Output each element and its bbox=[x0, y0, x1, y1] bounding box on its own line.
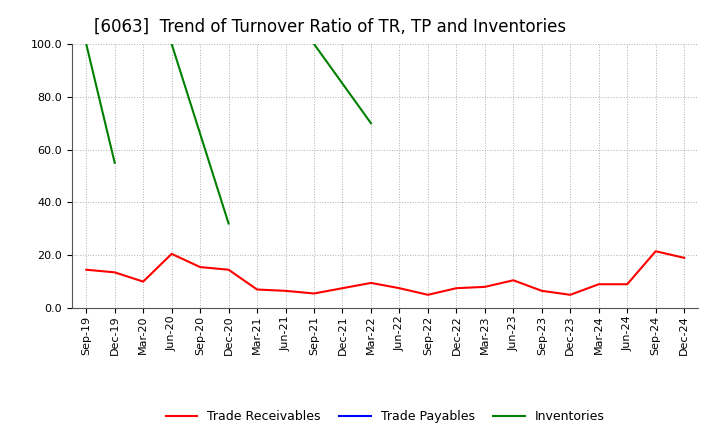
Trade Receivables bbox=[652, 249, 660, 254]
Legend: Trade Receivables, Trade Payables, Inventories: Trade Receivables, Trade Payables, Inven… bbox=[161, 406, 610, 429]
Trade Receivables bbox=[452, 286, 461, 291]
Trade Receivables bbox=[537, 288, 546, 293]
Trade Receivables bbox=[310, 291, 318, 296]
Text: [6063]  Trend of Turnover Ratio of TR, TP and Inventories: [6063] Trend of Turnover Ratio of TR, TP… bbox=[94, 18, 566, 36]
Trade Receivables bbox=[680, 255, 688, 260]
Trade Receivables bbox=[110, 270, 119, 275]
Trade Receivables bbox=[282, 288, 290, 293]
Inventories bbox=[110, 160, 119, 165]
Trade Receivables bbox=[566, 292, 575, 297]
Trade Receivables bbox=[338, 286, 347, 291]
Trade Receivables bbox=[509, 278, 518, 283]
Line: Trade Receivables: Trade Receivables bbox=[86, 251, 684, 295]
Trade Receivables bbox=[395, 286, 404, 291]
Trade Receivables bbox=[225, 267, 233, 272]
Line: Inventories: Inventories bbox=[86, 44, 114, 163]
Inventories bbox=[82, 41, 91, 47]
Trade Receivables bbox=[196, 264, 204, 270]
Trade Receivables bbox=[167, 251, 176, 257]
Trade Receivables bbox=[423, 292, 432, 297]
Trade Receivables bbox=[623, 282, 631, 287]
Trade Receivables bbox=[253, 287, 261, 292]
Trade Receivables bbox=[366, 280, 375, 286]
Trade Receivables bbox=[595, 282, 603, 287]
Trade Receivables bbox=[480, 284, 489, 290]
Trade Receivables bbox=[82, 267, 91, 272]
Trade Receivables bbox=[139, 279, 148, 284]
